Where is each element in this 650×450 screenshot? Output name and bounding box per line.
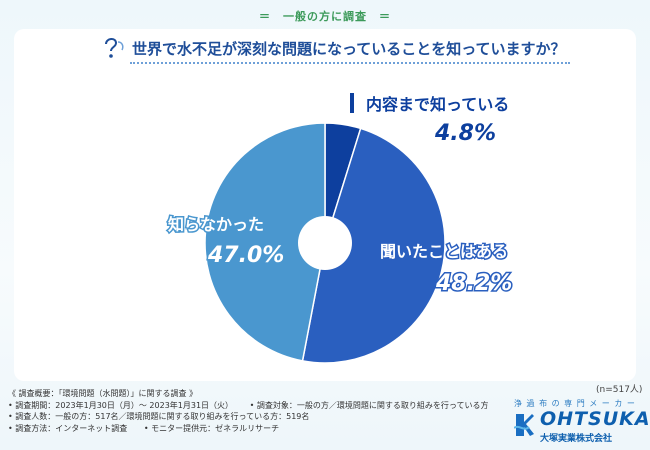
logo-mark-icon [514, 414, 534, 436]
slice-value-1: 4.8% [434, 121, 496, 146]
notes-method: • 調査方法：インターネット調査 [8, 423, 128, 433]
pie-slice-3 [204, 122, 326, 362]
slice-value-3: 47.0% [207, 243, 284, 268]
company-logo: 浄 過 布 の 専 門 メ ー カ ー OHTSUKA 大塚実業株式会社 [510, 398, 650, 446]
question-title: 世界で水不足が深刻な問題になっていることを知っていますか？ [132, 40, 566, 58]
logo-brand: OHTSUKA [540, 408, 650, 430]
sample-size: (n=517人) [596, 385, 643, 395]
pie-slice-2 [301, 127, 446, 364]
slice-label-2: 聞いたことはある [380, 242, 508, 261]
notes-row-3: • 調査方法：インターネット調査 • モニター提供元：ゼネラルリサーチ [8, 423, 508, 435]
survey-notes: 《 調査概要：「環境問題（水問題）」に関する調査 》 • 調査期間：2023年1… [8, 388, 508, 434]
question-mark-icon [105, 38, 124, 58]
survey-tag: ＝ 一般の方に調査 ＝ [259, 10, 391, 23]
logo-tagline: 浄 過 布 の 専 門 メ ー カ ー [514, 399, 636, 408]
notes-monitor: • モニター提供元：ゼネラルリサーチ [143, 423, 280, 433]
notes-period: • 調査期間：2023年1月30日（月）～ 2023年1月31日（火） [8, 400, 234, 410]
donut-hole [298, 216, 352, 270]
notes-count: • 調査人数：一般の方：517名／環境問題に関する取り組みを行っている方：519… [8, 412, 310, 421]
question-row: 世界で水不足が深刻な問題になっていることを知っていますか？ [100, 36, 570, 64]
slice-label-1: 内容まで知っている [366, 95, 509, 114]
question-underline [130, 62, 570, 64]
notes-row-1: • 調査期間：2023年1月30日（月）～ 2023年1月31日（火） • 調査… [8, 400, 508, 412]
slice-value-2: 48.2% [435, 271, 512, 296]
label-marker-1 [350, 93, 354, 113]
logo-company: 大塚実業株式会社 [540, 434, 613, 444]
notes-target: • 調査対象：一般の方／環境問題に関する取り組みを行っている方 [249, 400, 489, 410]
notes-heading: 《 調査概要：「環境問題（水問題）」に関する調査 》 [8, 389, 198, 398]
slice-label-3: 知らなかった [168, 215, 264, 234]
